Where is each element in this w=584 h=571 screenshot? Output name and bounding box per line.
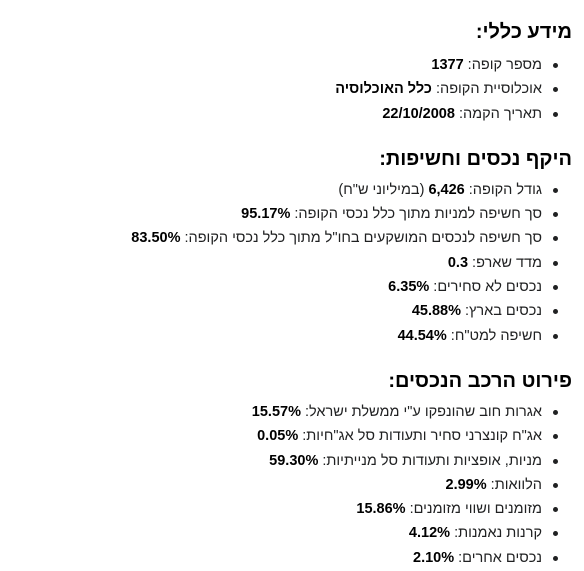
list-item-non-tradable: נכסים לא סחירים: 6.35% [0,275,572,299]
list-item-domestic-assets: נכסים בארץ: 45.88% [0,299,572,323]
bullet-icon [553,333,558,339]
list-item-loans: הלוואות: 2.99% [0,473,572,497]
item-label: אגרות חוב שהונפקו ע"י ממשלת ישראל: [300,403,542,420]
item-label: סך חשיפה לנכסים המושקעים בחו"ל מתוך כלל … [180,230,542,247]
item-value: 2.99% [445,476,487,493]
item-label: גודל הקופה: [464,181,542,198]
item-label: חשיפה למט"ח: [446,327,542,344]
item-label: אוכלוסיית הקופה: [431,81,542,98]
item-value: 6.35% [388,279,430,296]
item-label: מספר קופה: [463,57,542,73]
list-item-mutual-funds: קרנות נאמנות: 4.12% [0,521,572,545]
bullet-icon [553,260,558,266]
item-suffix: (במיליוני ש"ח) [338,181,429,198]
list-item-equities: מניות, אופציות ותעודות סל מנייתיות: 59.3… [0,449,572,473]
list-item-founding-date: תאריך הקמה: 22/10/2008 [0,102,572,126]
bullet-icon [553,63,558,68]
item-label: מזומנים ושווי מזומנים: [405,501,542,518]
item-label: נכסים אחרים: [454,549,542,566]
item-value: 59.30% [269,452,319,469]
bullet-icon [553,555,558,561]
bullet-icon [553,187,558,193]
item-value: 44.54% [397,327,447,344]
item-value: 15.57% [251,403,301,420]
bullet-icon [553,87,558,93]
item-value: 1377 [431,57,464,73]
item-value: 95.17% [241,206,291,223]
bullet-icon [553,409,558,415]
bullet-icon [553,531,558,537]
list-item-fx-exposure: חשיפה למט"ח: 44.54% [0,324,572,348]
list-item-foreign-exposure: סך חשיפה לנכסים המושקעים בחו"ל מתוך כלל … [0,226,572,250]
bullet-icon [553,507,558,513]
bullet-icon [553,236,558,242]
list-item-sharpe-ratio: מדד שארפ: 0.3 [0,251,572,275]
list-item-population: אוכלוסיית הקופה: כלל האוכלוסיה [0,77,572,101]
item-value: 15.86% [356,501,406,518]
exposure-list: גודל הקופה: 6,426 (במיליוני ש"ח) סך חשיפ… [0,178,572,348]
list-item-gov-bonds: אגרות חוב שהונפקו ע"י ממשלת ישראל: 15.57… [0,400,572,424]
list-item-fund-number: מספר קופה: 1377 [0,53,572,77]
composition-heading: פירוט הרכב הנכסים: [388,369,572,392]
composition-list: אגרות חוב שהונפקו ע"י ממשלת ישראל: 15.57… [0,400,572,570]
item-value: 6,426 [428,181,465,198]
general-info-section: מידע כללי: מספר קופה: 1377 אוכלוסיית הקו… [0,19,572,126]
item-label: הלוואות: [486,476,542,493]
item-value: 4.12% [408,525,451,542]
item-label: אג"ח קונצרני סחיר ותעודות סל אג"חיות: [298,428,542,445]
item-value: כלל האוכלוסיה [335,81,432,98]
bullet-icon [553,482,558,488]
exposure-section: היקף נכסים וחשיפות: גודל הקופה: 6,426 (ב… [0,146,572,348]
general-info-heading: מידע כללי: [475,21,572,43]
list-item-other-assets: נכסים אחרים: 2.10% [0,546,572,570]
bullet-icon [553,434,558,440]
bullet-icon [553,111,558,117]
list-item-cash: מזומנים ושווי מזומנים: 15.86% [0,497,572,521]
item-value: 2.10% [413,549,455,566]
item-label: קרנות נאמנות: [450,525,542,542]
item-label: נכסים בארץ: [461,303,542,320]
bullet-icon [553,458,558,464]
bullet-icon [553,212,558,218]
list-item-fund-size: גודל הקופה: 6,426 (במיליוני ש"ח) [0,178,572,202]
item-value: 0.05% [257,428,299,445]
bullet-icon [553,285,558,291]
item-label: נכסים לא סחירים: [429,279,542,296]
list-item-equity-exposure: סך חשיפה למניות מתוך כלל נכסי הקופה: 95.… [0,202,572,226]
item-value: 83.50% [131,230,181,247]
list-item-corporate-bonds: אג"ח קונצרני סחיר ותעודות סל אג"חיות: 0.… [0,424,572,448]
item-label: מניות, אופציות ותעודות סל מנייתיות: [318,452,542,469]
composition-section: פירוט הרכב הנכסים: אגרות חוב שהונפקו ע"י… [0,368,572,570]
item-label: סך חשיפה למניות מתוך כלל נכסי הקופה: [290,206,542,223]
document-body: מידע כללי: מספר קופה: 1377 אוכלוסיית הקו… [0,19,572,570]
item-value: 22/10/2008 [382,105,455,122]
exposure-heading: היקף נכסים וחשיפות: [379,147,572,170]
item-value: 45.88% [411,303,461,320]
item-label: מדד שארפ: [468,254,542,271]
item-value: 0.3 [447,254,469,271]
general-info-list: מספר קופה: 1377 אוכלוסיית הקופה: כלל האו… [0,53,572,126]
item-label: תאריך הקמה: [454,105,542,122]
bullet-icon [553,309,558,315]
